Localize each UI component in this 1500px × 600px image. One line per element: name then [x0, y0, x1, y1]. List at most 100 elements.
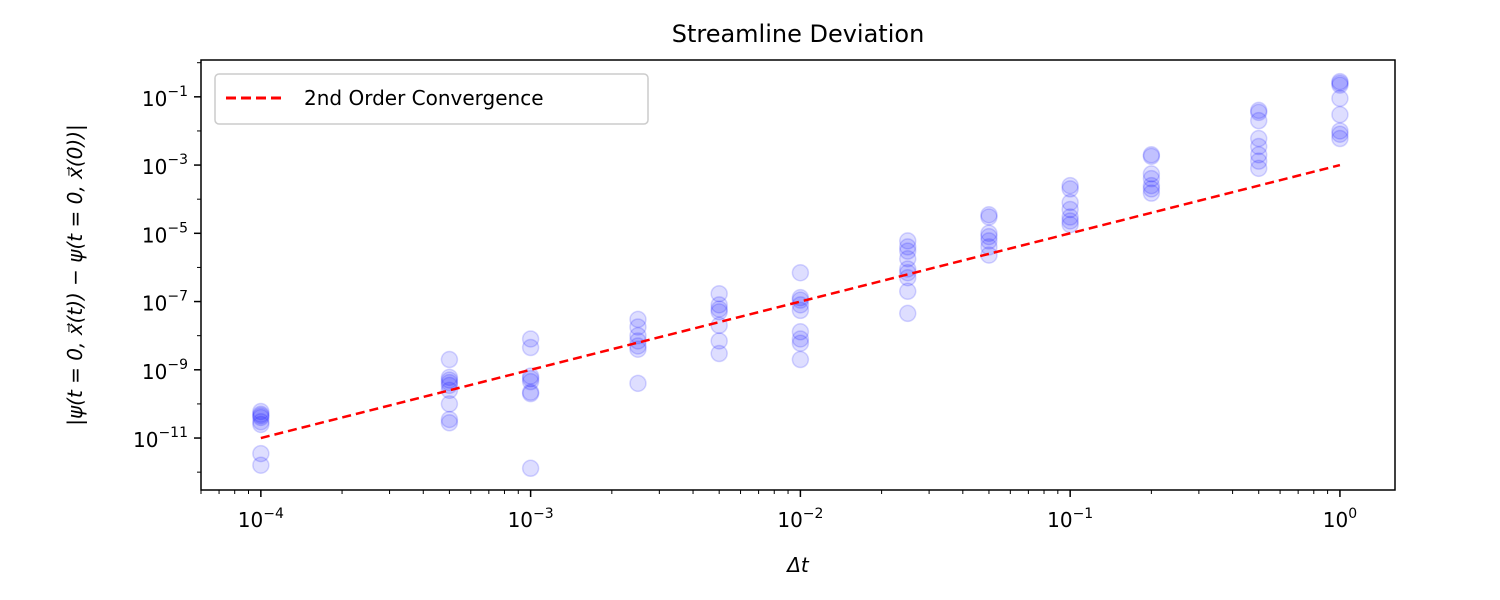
scatter-point — [898, 282, 917, 301]
scatter-point — [521, 330, 540, 348]
scatter-point — [1142, 184, 1161, 202]
scatter-point — [898, 249, 917, 268]
scatter-point — [629, 340, 647, 358]
scatter-point — [980, 227, 998, 246]
scatter-point — [1142, 165, 1161, 183]
scatter-point — [252, 408, 270, 427]
scatter-point — [440, 414, 459, 432]
scatter-point — [980, 208, 998, 226]
scatter-point — [521, 367, 540, 385]
scatter-point — [1249, 111, 1268, 130]
x-tick-label: 10−3 — [508, 506, 554, 532]
y-tick-label: 10−5 — [142, 220, 188, 247]
x-tick-label: 10−4 — [238, 506, 284, 532]
scatter-point — [440, 371, 459, 389]
scatter-point — [1249, 137, 1268, 156]
scatter-point — [1142, 146, 1161, 164]
scatter-point — [1061, 200, 1079, 219]
x-tick-label: 10−2 — [777, 506, 823, 532]
scatter-point — [629, 310, 647, 329]
scatter-point — [440, 410, 459, 429]
scatter-point — [710, 300, 728, 318]
y-axis-label: |ψ(t = 0, x⃗(t)) − ψ(t = 0, x⃗(0))| — [63, 124, 87, 426]
scatter-point — [440, 350, 459, 369]
scatter-point — [629, 374, 647, 393]
scatter-point — [980, 232, 998, 250]
scatter-point — [710, 284, 728, 303]
scatter-point — [980, 205, 998, 224]
scatter-point — [521, 369, 540, 388]
scatter-point — [440, 395, 459, 413]
plot-frame — [200, 59, 1396, 491]
scatter-point — [629, 318, 647, 336]
x-axis: 10−4 10−3 10−2 10−1 100 — [200, 490, 1357, 532]
scatter-point — [1061, 215, 1079, 234]
scatter-point — [521, 338, 540, 357]
scatter-point — [710, 303, 728, 321]
scatter-point — [521, 384, 540, 403]
scatter-point — [521, 372, 540, 391]
scatter-point — [791, 323, 810, 341]
scatter-point — [1331, 125, 1349, 143]
scatter-point — [1249, 101, 1268, 120]
scatter-point — [629, 326, 647, 345]
y-tick-label: 10−7 — [142, 289, 188, 316]
y-axis: 10−11 10−9 10−7 10−5 10−3 10−1 — [133, 62, 201, 473]
scatter-point — [521, 383, 540, 401]
scatter-point — [252, 405, 270, 423]
scatter-point — [1249, 146, 1268, 164]
scatter-point — [252, 415, 270, 434]
scatter-point — [1061, 180, 1079, 198]
scatter-point — [1142, 180, 1161, 198]
scatter-point — [1142, 176, 1161, 195]
scatter-point — [252, 456, 270, 474]
scatter-point — [1331, 129, 1349, 148]
scatter-point — [710, 332, 728, 350]
scatter-point — [791, 301, 810, 320]
chart-title: Streamline Deviation — [672, 20, 925, 48]
scatter-point — [1142, 169, 1161, 188]
scatter-point — [252, 407, 270, 425]
scatter-point — [898, 232, 917, 250]
scatter-point — [791, 350, 810, 369]
scatter-point — [440, 381, 459, 400]
scatter-point — [1249, 129, 1268, 148]
convergence-line — [260, 163, 1341, 440]
scatter-point — [1061, 212, 1079, 230]
scatter-point — [1331, 105, 1349, 124]
scatter-point — [1331, 74, 1349, 92]
scatter-point — [791, 334, 810, 352]
scatter-point — [791, 263, 810, 282]
scatter-point — [440, 368, 459, 387]
scatter-point — [898, 260, 917, 278]
scatter-point — [252, 402, 270, 421]
y-tick-label: 10−9 — [142, 357, 188, 384]
scatter-point — [710, 344, 728, 363]
scatter-point — [1061, 193, 1079, 212]
scatter-point — [1331, 72, 1349, 91]
scatter-point — [1331, 89, 1349, 108]
scatter-point — [898, 242, 917, 260]
scatter-points — [252, 72, 1349, 478]
x-tick-label: 100 — [1323, 506, 1357, 532]
scatter-point — [791, 330, 810, 348]
scatter-point — [1061, 208, 1079, 226]
y-tick-label: 10−1 — [142, 84, 188, 111]
scatter-point — [521, 459, 540, 478]
convergence-line-group — [260, 163, 1341, 440]
scatter-point — [1061, 176, 1079, 195]
scatter-point — [1331, 76, 1349, 94]
legend-label: 2nd Order Convergence — [304, 86, 544, 110]
scatter-point — [1249, 159, 1268, 178]
scatter-point — [1331, 122, 1349, 140]
scatter-point — [980, 224, 998, 243]
y-tick-label: 10−3 — [142, 152, 188, 179]
legend: 2nd Order Convergence — [214, 73, 649, 125]
x-tick-label: 10−1 — [1047, 506, 1093, 532]
scatter-point — [1249, 152, 1268, 170]
scatter-point — [710, 296, 728, 314]
scatter-point — [440, 373, 459, 392]
y-tick-label: 10−11 — [133, 425, 188, 452]
scatter-point — [252, 444, 270, 463]
